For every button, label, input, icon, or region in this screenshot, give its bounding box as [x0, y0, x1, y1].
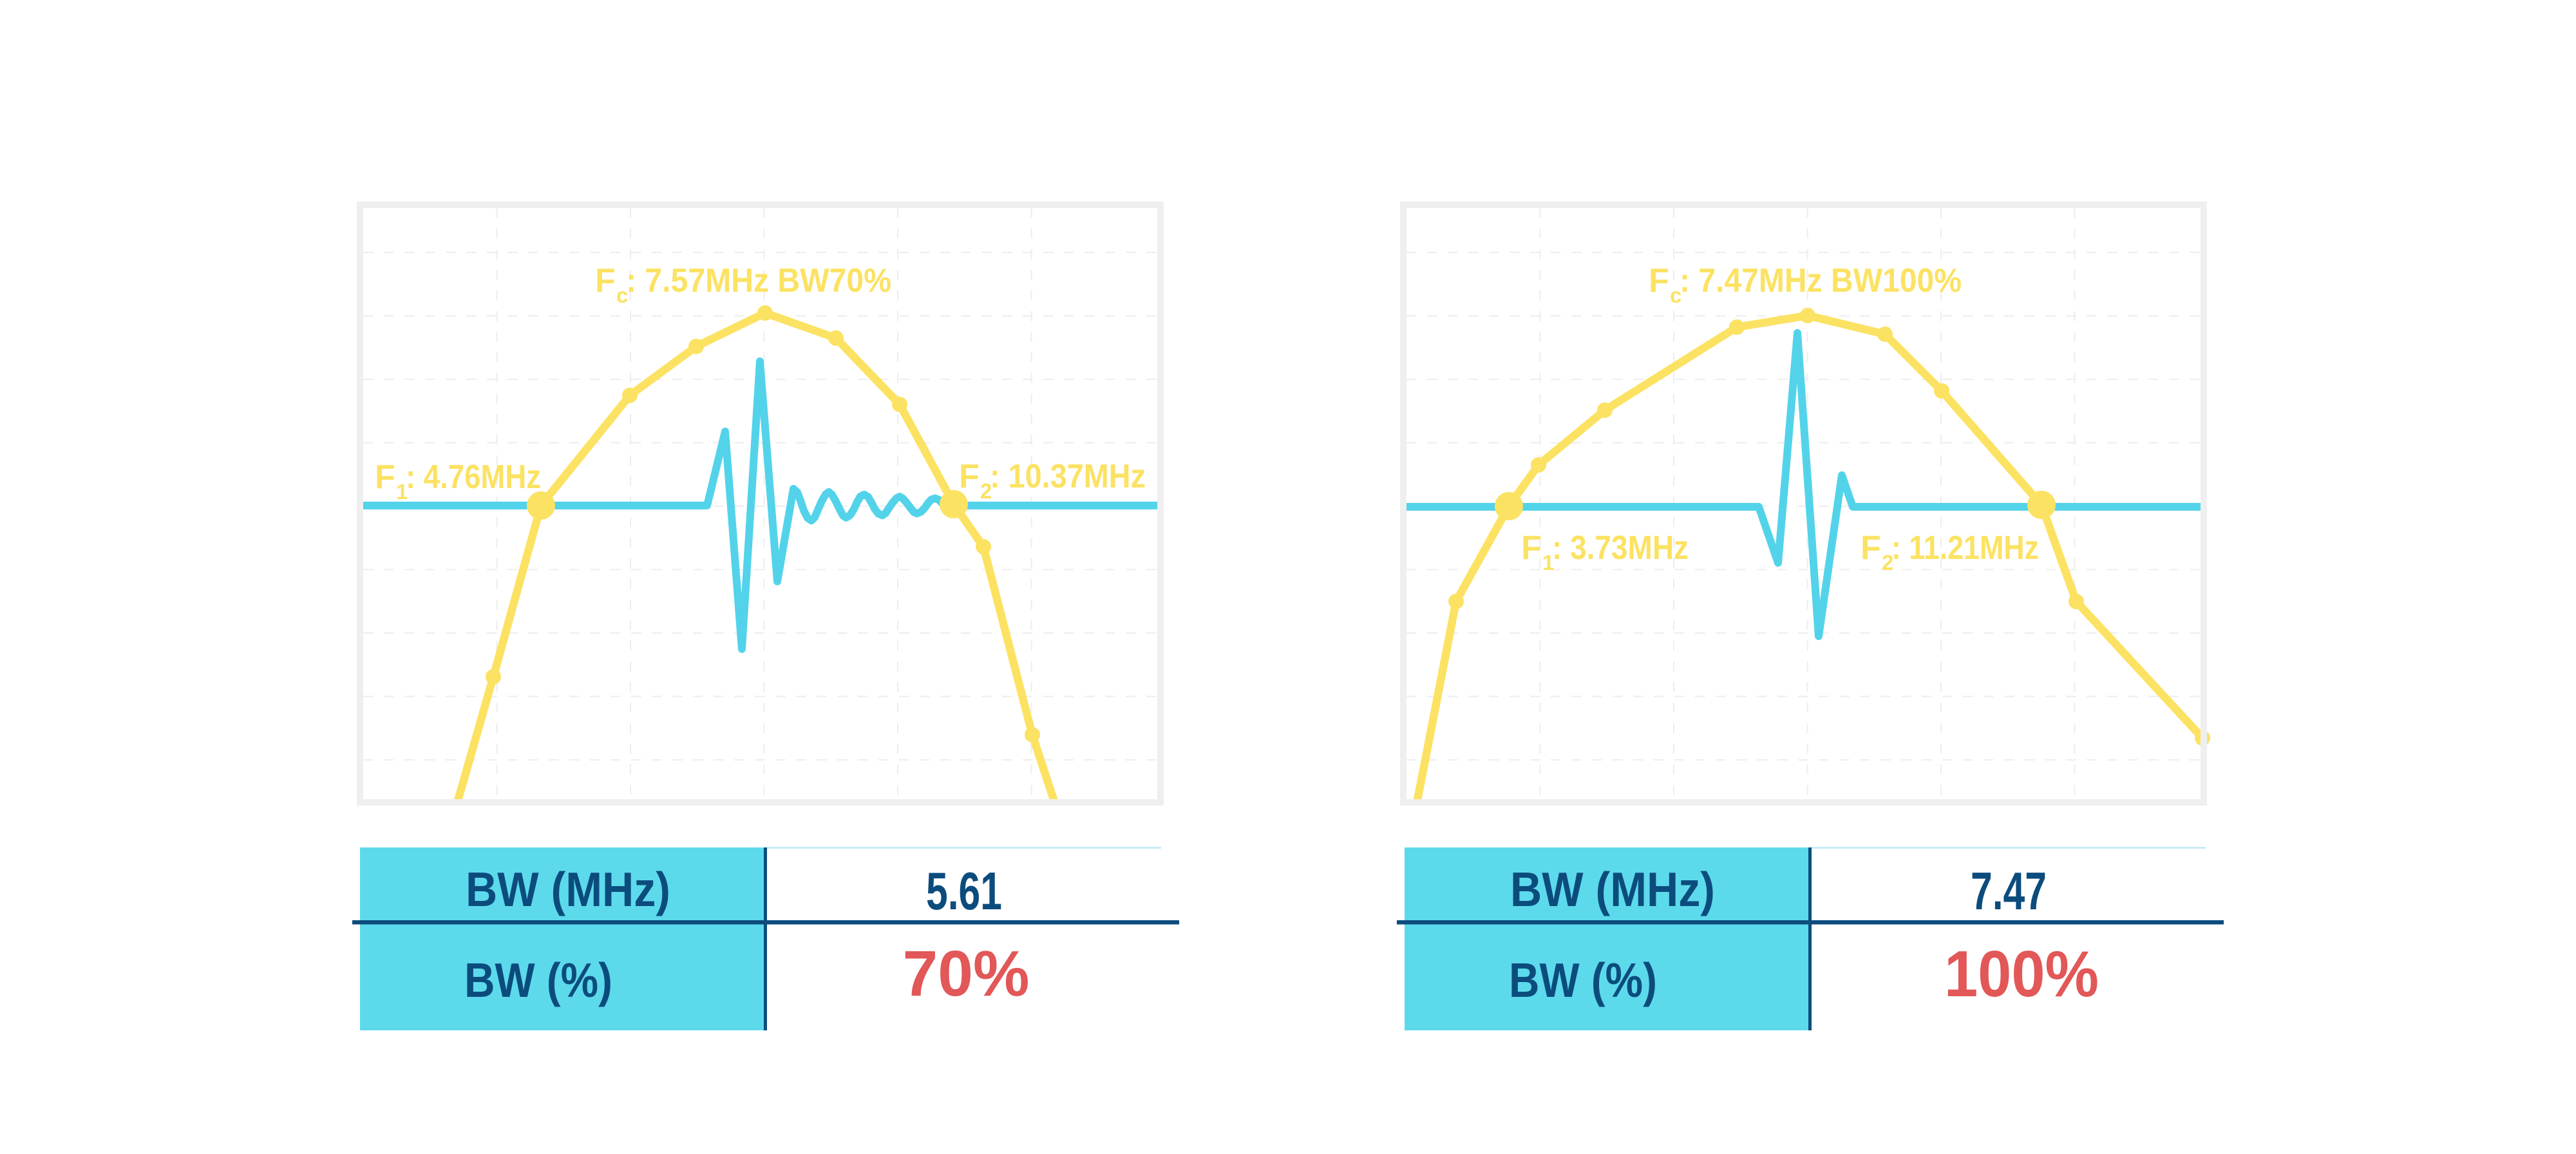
svg-text:F: F: [1861, 529, 1881, 567]
svg-text:BW (%): BW (%): [1509, 953, 1657, 1007]
svg-text:1: 1: [1542, 551, 1554, 574]
svg-text:1: 1: [396, 480, 408, 504]
svg-text:70%: 70%: [903, 938, 1030, 1010]
svg-text:c: c: [1670, 283, 1681, 307]
svg-text:5.61: 5.61: [926, 861, 1002, 921]
svg-text:: 11.21MHz: : 11.21MHz: [1891, 529, 2039, 567]
svg-text:: 10.37MHz: : 10.37MHz: [990, 458, 1146, 495]
svg-text:F: F: [1521, 529, 1542, 567]
svg-text:: 7.47MHz BW100%: : 7.47MHz BW100%: [1680, 262, 1962, 299]
svg-text:F: F: [1649, 262, 1669, 299]
svg-text:F: F: [959, 458, 980, 495]
svg-text:2: 2: [1882, 551, 1893, 574]
svg-text:F: F: [595, 262, 616, 299]
svg-text:7.47: 7.47: [1971, 861, 2047, 921]
svg-text:F: F: [375, 459, 395, 496]
svg-text:: 7.57MHz BW70%: : 7.57MHz BW70%: [626, 262, 891, 299]
svg-text:BW (MHz): BW (MHz): [466, 862, 670, 916]
svg-text:100%: 100%: [1944, 938, 2099, 1010]
svg-text:BW (MHz): BW (MHz): [1510, 862, 1715, 916]
svg-text:2: 2: [980, 479, 992, 503]
svg-text:c: c: [616, 283, 628, 307]
svg-text:: 4.76MHz: : 4.76MHz: [406, 459, 541, 496]
svg-text:: 3.73MHz: : 3.73MHz: [1552, 529, 1689, 567]
svg-text:BW (%): BW (%): [464, 953, 612, 1007]
